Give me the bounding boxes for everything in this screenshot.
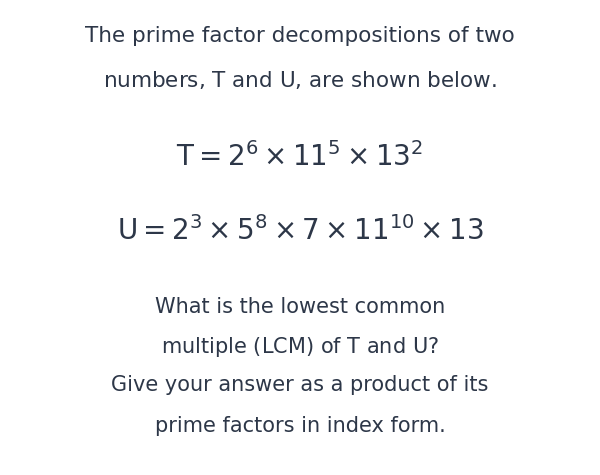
Text: multiple (LCM) of $\mathrm{T}$ and $\mathrm{U}$?: multiple (LCM) of $\mathrm{T}$ and $\mat…: [161, 335, 439, 359]
Text: numbers, $\mathrm{T}$ and $\mathrm{U}$, are shown below.: numbers, $\mathrm{T}$ and $\mathrm{U}$, …: [103, 69, 497, 91]
Text: $\mathrm{U} = 2^3 \times 5^8 \times 7 \times 11^{10} \times 13$: $\mathrm{U} = 2^3 \times 5^8 \times 7 \t…: [116, 216, 484, 246]
Text: Give your answer as a product of its: Give your answer as a product of its: [112, 375, 488, 395]
Text: prime factors in index form.: prime factors in index form.: [155, 416, 445, 436]
Text: The prime factor decompositions of two: The prime factor decompositions of two: [85, 26, 515, 46]
Text: What is the lowest common: What is the lowest common: [155, 297, 445, 317]
Text: $\mathrm{T} = 2^6 \times 11^5 \times 13^2$: $\mathrm{T} = 2^6 \times 11^5 \times 13^…: [176, 142, 424, 172]
